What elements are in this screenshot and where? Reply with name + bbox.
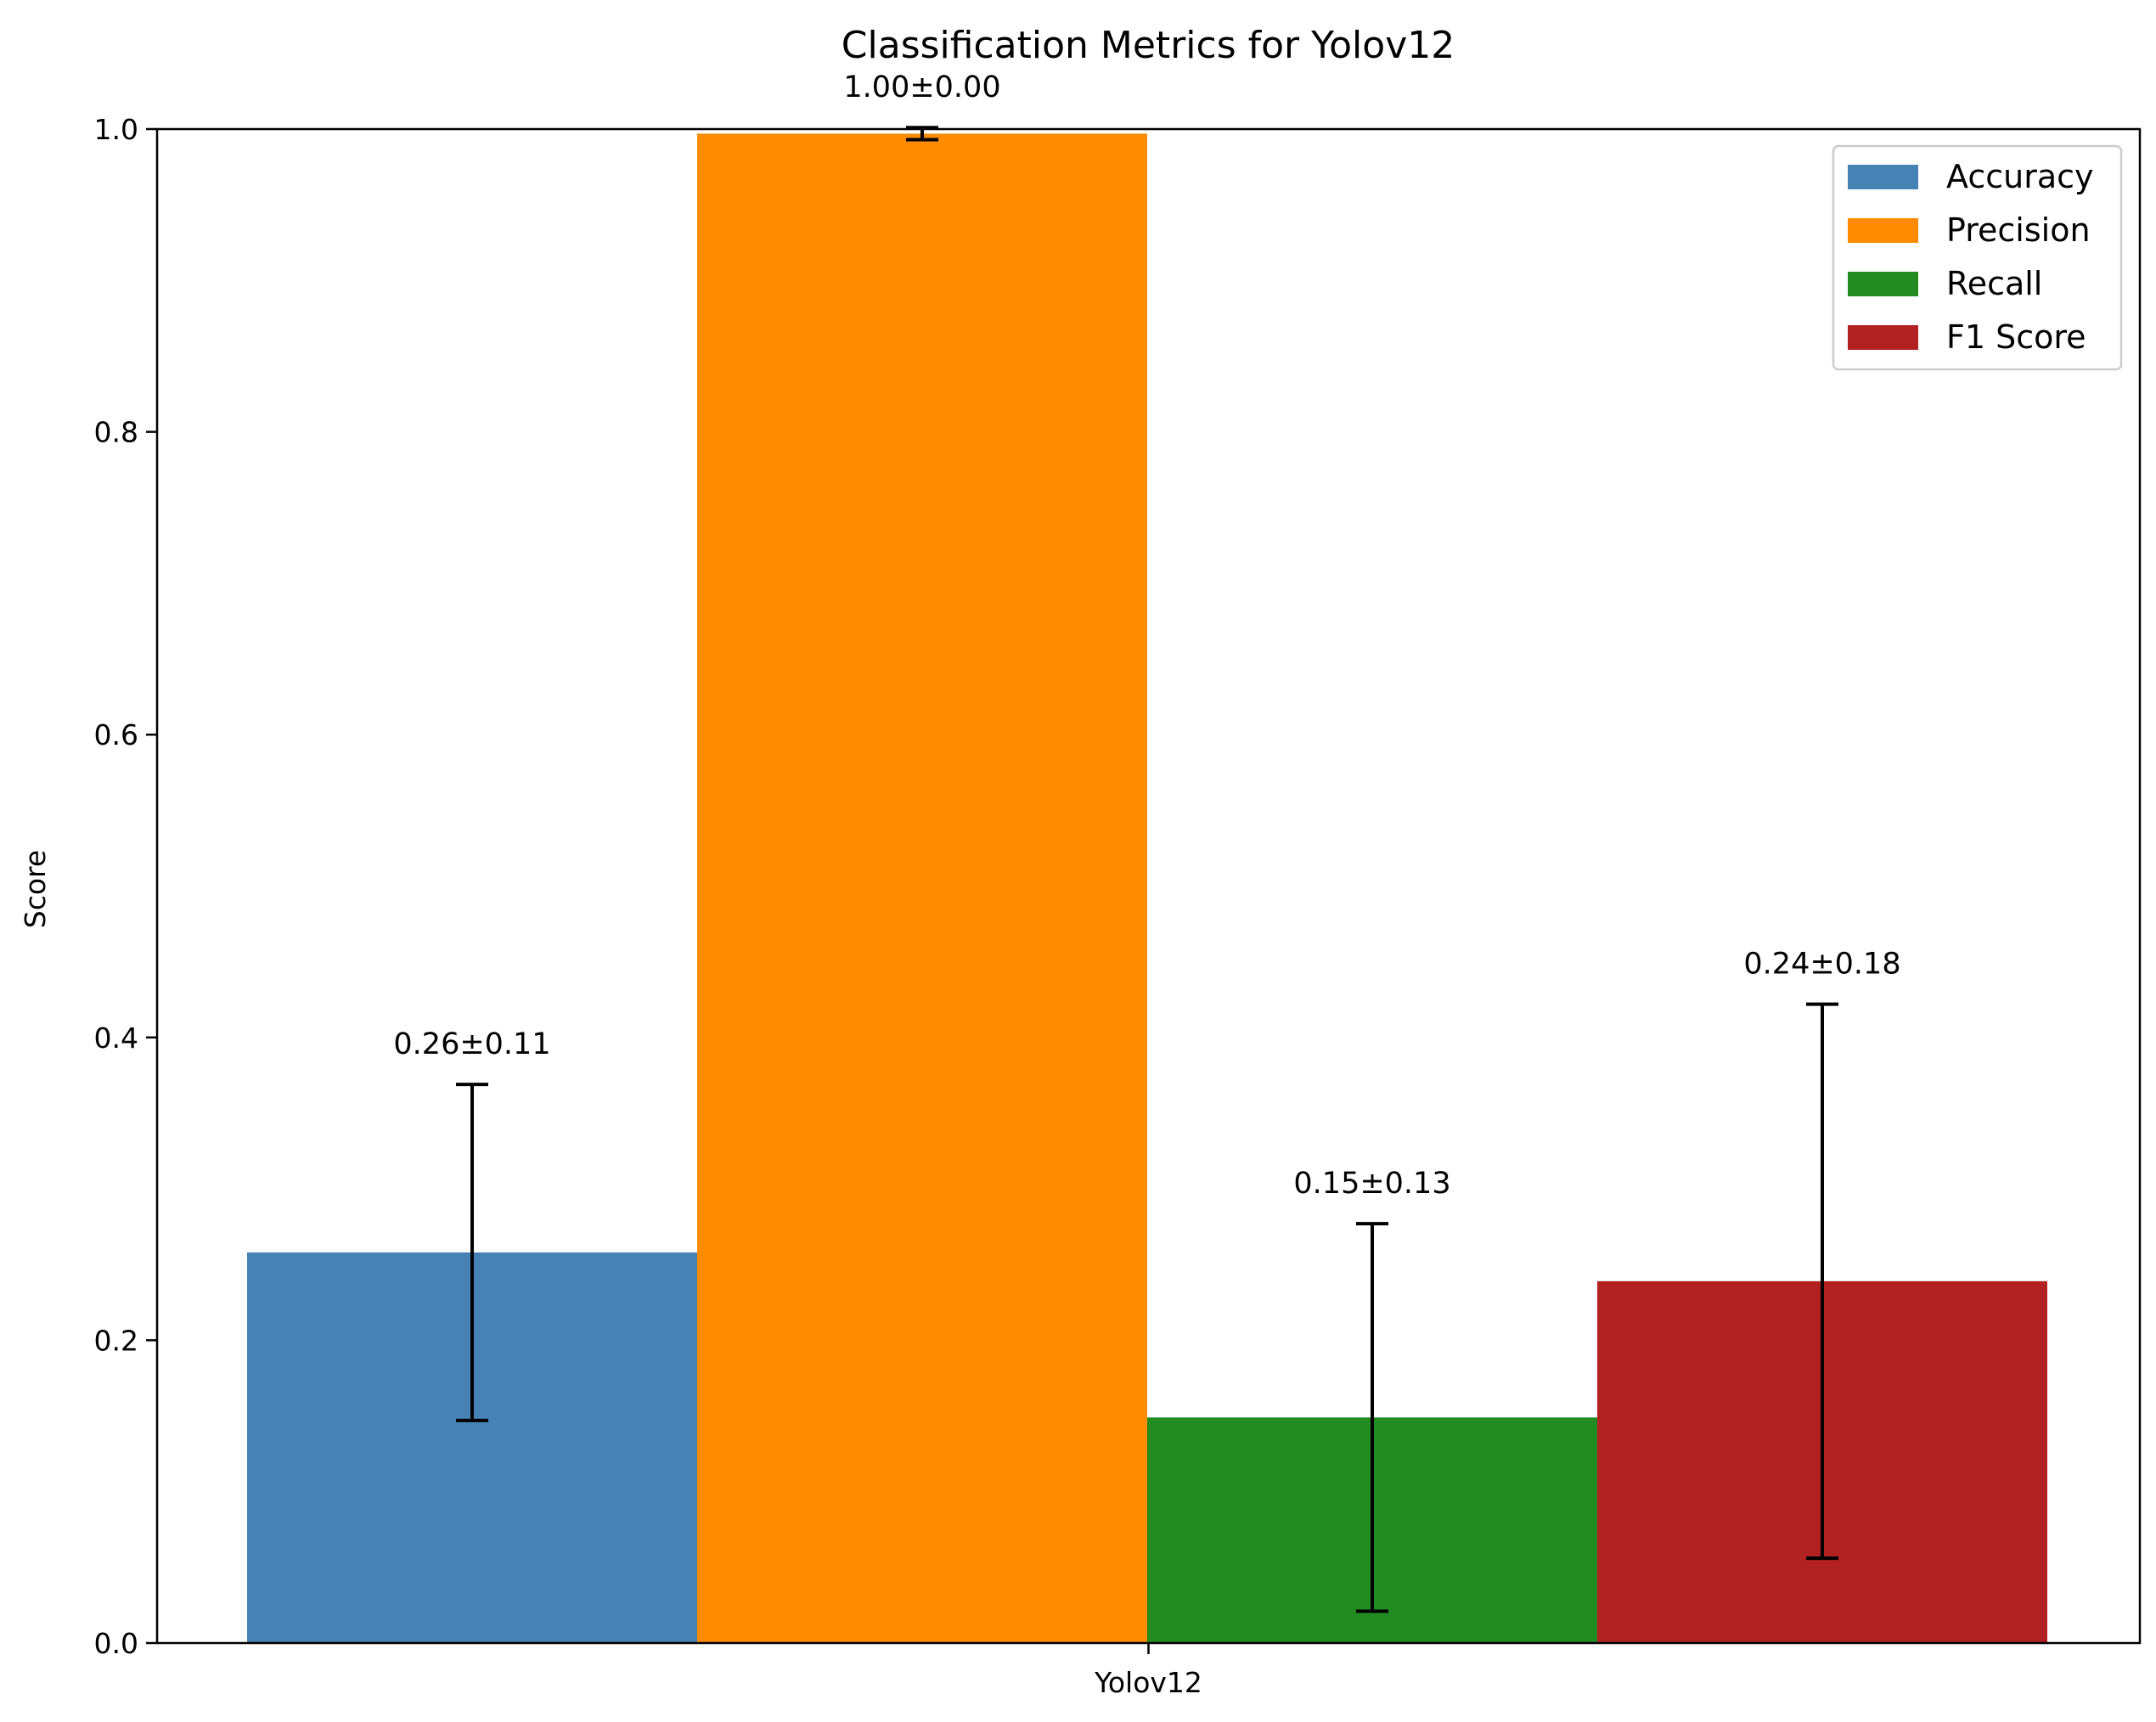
legend: Accuracy Precision Recall F1 Score (1832, 144, 2123, 371)
y-tick-label: 0.4 (94, 1021, 138, 1055)
y-axis-label: Score (19, 850, 52, 928)
legend-swatch-recall (1848, 272, 1918, 296)
data-label-recall: 0.15±0.13 (1293, 1167, 1450, 1201)
legend-label-f1-score: F1 Score (1946, 318, 2086, 356)
x-axis: Yolov12 (1094, 1643, 1202, 1699)
error-bars-group (456, 126, 1838, 1613)
y-axis: 0.0 0.2 0.4 0.6 0.8 1.0 (94, 113, 157, 1660)
y-tick-label: 0.0 (94, 1627, 138, 1660)
legend-swatch-accuracy (1848, 165, 1918, 189)
legend-label-accuracy: Accuracy (1946, 158, 2094, 195)
y-tick-label: 0.8 (94, 416, 138, 449)
data-labels-group: 0.26±0.11 1.00±0.00 0.15±0.13 0.24±0.18 (393, 70, 1900, 1201)
plot-frame (155, 127, 2142, 1645)
legend-label-precision: Precision (1946, 211, 2091, 249)
legend-box (1832, 144, 2123, 371)
legend-swatch-precision (1848, 218, 1918, 243)
chart-title: Classification Metrics for Yolov12 (842, 24, 1455, 67)
legend-swatch-f1-score (1848, 325, 1918, 350)
data-label-precision: 1.00±0.00 (843, 70, 1000, 104)
bars-group (247, 133, 2047, 1643)
y-tick-label: 0.6 (94, 718, 138, 751)
y-tick-label: 1.0 (94, 113, 138, 146)
data-label-accuracy: 0.26±0.11 (393, 1027, 550, 1061)
bar-precision (697, 133, 1147, 1643)
legend-label-recall: Recall (1946, 265, 2042, 302)
x-tick-label: Yolov12 (1094, 1666, 1202, 1699)
data-label-f1-score: 0.24±0.18 (1743, 948, 1900, 982)
y-tick-label: 0.2 (94, 1324, 138, 1357)
